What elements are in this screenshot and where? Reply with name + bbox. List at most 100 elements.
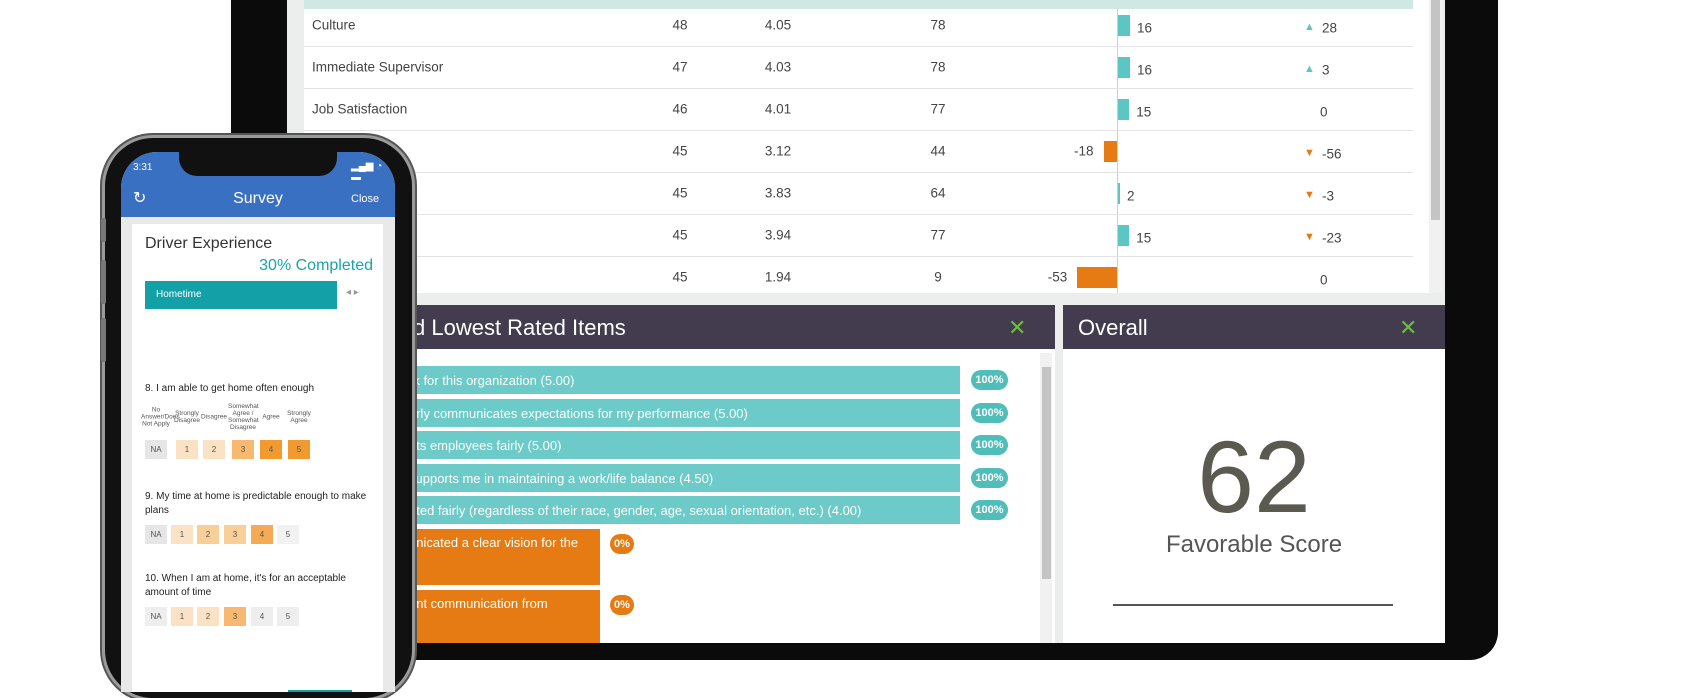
row-mean: 4.03 (764, 59, 792, 75)
status-time: 3:31 (133, 162, 153, 173)
panel-title: d Lowest Rated Items (413, 315, 626, 340)
close-button[interactable]: ✕ (1399, 315, 1418, 340)
answer-option[interactable]: 3 (224, 525, 246, 544)
question-text: 9. My time at home is predictable enough… (145, 491, 367, 516)
trend-value: 0 (1320, 104, 1328, 120)
row-divider (304, 256, 1413, 257)
phone-screen: 3:31 ▂▄▆ ◔ ▬ ↻ Survey Close Driver Exper… (121, 152, 395, 692)
table-header-strip (304, 0, 1413, 9)
scale-label: Agree (262, 413, 280, 421)
answer-option[interactable]: 2 (197, 607, 219, 626)
change-bar (1118, 57, 1130, 78)
item-text: arly communicates expectations for my pe… (409, 406, 748, 421)
notch (179, 152, 337, 176)
change-bar (1118, 15, 1130, 36)
row-mean: 3.94 (764, 227, 792, 243)
row-divider (304, 88, 1413, 89)
refresh-button[interactable]: ↻ (133, 190, 147, 207)
answer-option[interactable]: 2 (203, 440, 225, 459)
item-pct: 100% (971, 468, 1008, 488)
survey-header: 3:31 ▂▄▆ ◔ ▬ ↻ Survey Close (121, 152, 395, 217)
close-link[interactable]: Close (351, 193, 380, 205)
survey-title: Survey (233, 190, 283, 207)
item-pct: 100% (971, 435, 1008, 455)
section-tab[interactable]: Hometime (145, 281, 337, 309)
answer-option[interactable]: 4 (251, 525, 273, 544)
scale-label: Strongly Disagree (173, 410, 200, 424)
answer-option[interactable]: 4 (251, 607, 273, 626)
divider (1113, 604, 1393, 606)
change-axis (1117, 9, 1118, 293)
overall-header: Overall ✕ (1063, 305, 1445, 349)
row-favorable: 77 (930, 101, 946, 117)
row-count: 45 (672, 269, 688, 285)
answer-option[interactable]: 5 (277, 607, 299, 626)
row-favorable: 78 (930, 59, 946, 75)
trend-value: -56 (1322, 146, 1342, 162)
change-bar (1103, 141, 1117, 162)
tab-arrows[interactable]: ◂ ▸ (346, 287, 359, 298)
answer-option[interactable]: 1 (171, 607, 193, 626)
item-text: ated fairly (regardless of their race, g… (409, 503, 862, 518)
scale-label: No Answer/Does Not Apply (141, 406, 180, 428)
answer-option[interactable]: 3 (224, 607, 246, 626)
row-divider (304, 172, 1413, 173)
item-pct: 0% (610, 595, 634, 615)
trend-down: ▼ (1304, 189, 1315, 201)
answer-option[interactable]: NA (145, 525, 167, 544)
row-name: Immediate Supervisor (312, 59, 444, 75)
answer-option[interactable]: 5 (288, 440, 310, 459)
item-text: supports me in maintaining a work/life b… (409, 471, 714, 486)
answer-option[interactable]: NA (145, 607, 167, 626)
row-count: 45 (672, 227, 688, 243)
row-divider (304, 214, 1413, 215)
trend-value: -23 (1322, 230, 1342, 246)
row-favorable: 44 (930, 143, 946, 159)
phone-button (101, 318, 106, 362)
close-button[interactable]: ✕ (1008, 315, 1027, 340)
scale-label: Somewhat Agree / Somewhat Disagree (228, 403, 259, 431)
change-label: 16 (1137, 62, 1153, 78)
row-mean: 3.12 (764, 143, 792, 159)
row-mean: 1.94 (764, 269, 792, 285)
change-label: 16 (1137, 20, 1153, 36)
scale-label: Disagree (200, 413, 227, 421)
change-label: 2 (1127, 188, 1135, 204)
answer-option[interactable]: 3 (232, 440, 254, 459)
scrollbar-thumb[interactable] (1042, 367, 1051, 579)
row-name: Culture (312, 17, 356, 33)
item-text: unicated a clear vision for the (409, 535, 579, 550)
answer-option[interactable]: 1 (171, 525, 193, 544)
trend-down: ▼ (1304, 147, 1315, 159)
trend-down: ▼ (1304, 231, 1315, 243)
next-button[interactable] (288, 690, 352, 692)
item-pct: 100% (971, 403, 1008, 423)
lowest-header: d Lowest Rated Items ✕ (287, 305, 1055, 349)
trend-value: -3 (1322, 188, 1335, 204)
item-text: ent communication from (409, 596, 548, 611)
scale-label: Strongly Agree (287, 410, 311, 424)
answer-option[interactable]: 4 (260, 440, 282, 459)
row-count: 45 (672, 143, 688, 159)
answer-option[interactable]: 2 (197, 525, 219, 544)
change-bar (1118, 183, 1120, 204)
change-bar (1118, 225, 1130, 246)
row-count: 45 (672, 185, 688, 201)
row-mean: 3.83 (764, 185, 792, 201)
status-icons: ▂▄▆ ◔ ▬ (351, 161, 383, 183)
answer-option[interactable]: 1 (176, 440, 198, 459)
row-favorable: 77 (930, 227, 946, 243)
scrollbar-thumb[interactable] (1431, 0, 1440, 220)
overall-label: Favorable Score (1165, 531, 1343, 558)
item-text: ats employees fairly (5.00) (409, 438, 562, 453)
change-label: -18 (1073, 143, 1094, 159)
item-pct: 100% (971, 370, 1008, 390)
overall-body: 62 Favorable Score (1063, 349, 1445, 643)
dashboard-screen: Culture 48 4.05 78 16 ▲ 28 Immediate Supervisor… (287, 0, 1445, 643)
row-favorable: 9 (934, 269, 942, 285)
row-count: 47 (672, 59, 688, 75)
driver-table: Culture 48 4.05 78 16 ▲ 28 Immediate Supervisor… (304, 0, 1442, 293)
answer-option[interactable]: NA (145, 440, 167, 459)
answer-option[interactable]: 5 (277, 525, 299, 544)
question-text: 10. When I am at home, it's for an accep… (145, 573, 346, 598)
